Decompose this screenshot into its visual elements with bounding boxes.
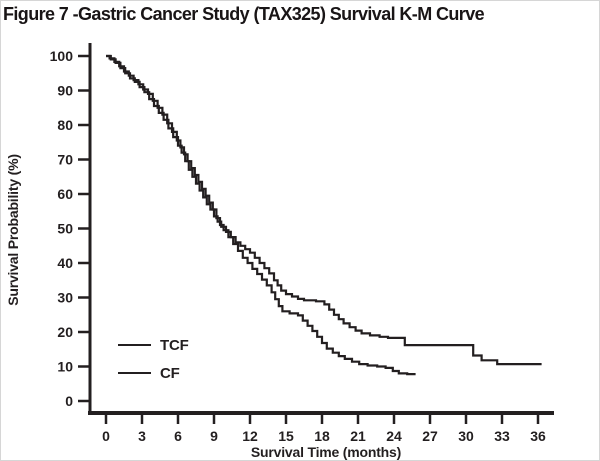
y-tick-label: 0 — [65, 393, 73, 409]
cf-line-swatch — [118, 372, 151, 374]
legend-item-cf: CF — [118, 363, 189, 383]
y-tick-label: 20 — [57, 324, 73, 340]
y-tick-label: 70 — [57, 152, 73, 168]
y-tick-label: 10 — [57, 359, 73, 375]
y-tick-label: 40 — [57, 255, 73, 271]
x-axis-label: Survival Time (months) — [250, 444, 402, 460]
legend-label-tcf: TCF — [160, 336, 189, 354]
y-tick-label: 90 — [57, 83, 73, 99]
x-tick-label: 24 — [386, 428, 402, 444]
x-tick-label: 27 — [422, 428, 438, 444]
y-tick-label: 50 — [57, 221, 73, 237]
y-tick-label: 100 — [50, 48, 74, 64]
legend-item-tcf: TCF — [118, 335, 189, 355]
x-tick-label: 12 — [242, 428, 258, 444]
y-axis-label: Survival Probability (%) — [5, 154, 21, 306]
y-tick-label: 60 — [57, 186, 73, 202]
x-tick-label: 36 — [530, 428, 546, 444]
x-tick-label: 9 — [210, 428, 218, 444]
x-tick-label: 3 — [138, 428, 146, 444]
figure-title: Figure 7 -Gastric Cancer Study (TAX325) … — [3, 4, 485, 24]
y-tick-label: 30 — [57, 290, 73, 306]
x-tick-label: 21 — [350, 428, 366, 444]
legend-label-cf: CF — [160, 364, 180, 382]
cf-survival-curve — [106, 54, 416, 376]
tcf-line-swatch — [118, 344, 151, 346]
x-tick-label: 30 — [458, 428, 474, 444]
x-tick-label: 15 — [278, 428, 294, 444]
tcf-survival-curve — [106, 54, 542, 366]
legend: TCF CF — [118, 335, 189, 391]
y-tick-label: 80 — [57, 117, 73, 133]
x-tick-label: 33 — [494, 428, 510, 444]
x-tick-label: 6 — [174, 428, 182, 444]
x-tick-label: 18 — [314, 428, 330, 444]
x-tick-label: 0 — [102, 428, 110, 444]
